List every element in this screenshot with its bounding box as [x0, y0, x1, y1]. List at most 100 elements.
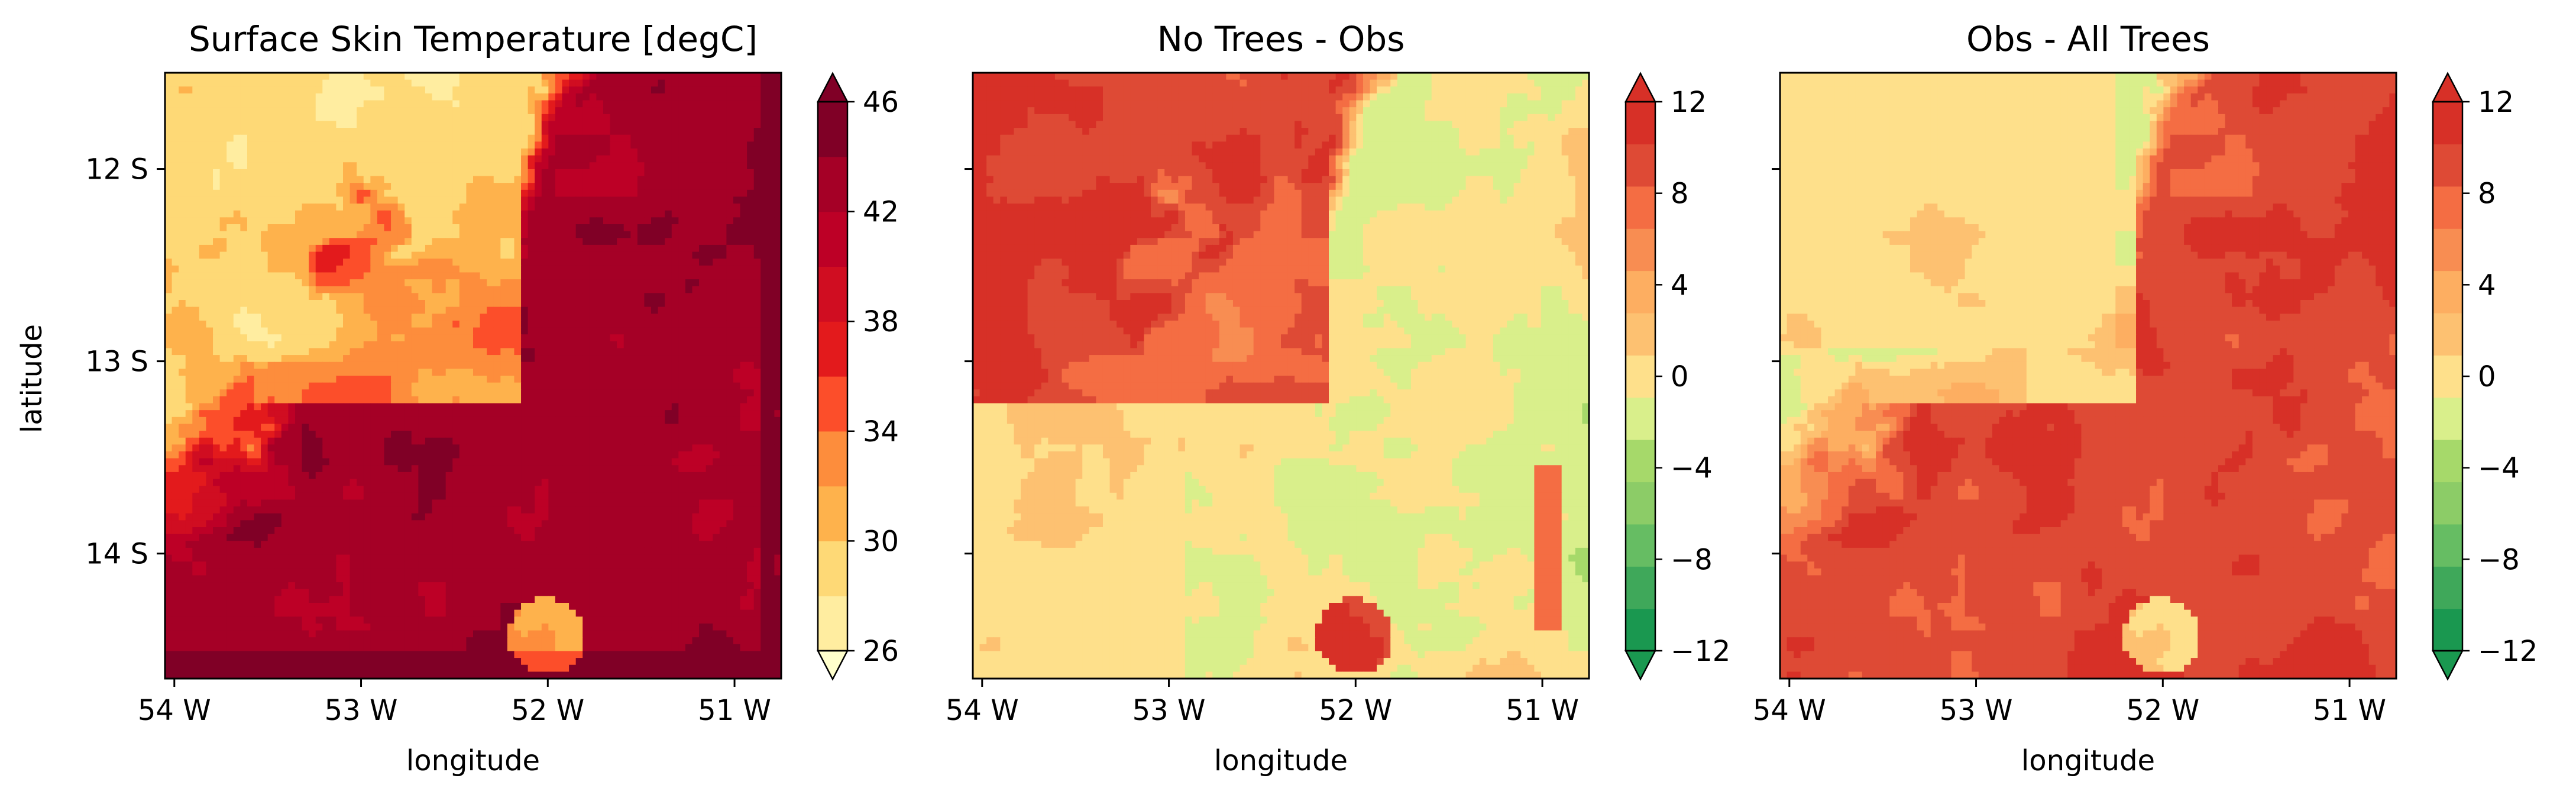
heatmap-cell — [274, 424, 282, 431]
heatmap-cell — [610, 238, 617, 246]
heatmap-cell — [473, 431, 481, 438]
heatmap-cell — [514, 169, 522, 177]
heatmap-cell — [425, 121, 433, 128]
heatmap-cell — [493, 73, 501, 80]
heatmap-cell — [589, 100, 597, 108]
heatmap-cell — [302, 93, 309, 101]
heatmap-cell — [603, 361, 611, 369]
heatmap-cell — [466, 107, 474, 115]
heatmap-cell — [329, 361, 337, 369]
heatmap-cell — [521, 231, 529, 238]
heatmap-cell — [418, 410, 426, 418]
heatmap-cell — [623, 189, 631, 198]
heatmap-cell — [377, 238, 385, 246]
heatmap-cell — [541, 128, 549, 135]
heatmap-cell — [603, 272, 611, 280]
heatmap-cell — [219, 306, 227, 314]
heatmap-cell — [514, 121, 522, 128]
heatmap-cell — [425, 382, 433, 390]
heatmap-cell — [535, 189, 542, 198]
heatmap-cell — [349, 93, 357, 101]
heatmap-cell — [274, 348, 282, 356]
heatmap-cell — [267, 334, 275, 342]
heatmap-cell — [329, 162, 337, 170]
heatmap-cell — [569, 444, 577, 452]
heatmap-cell — [692, 300, 700, 308]
heatmap-cell — [589, 155, 597, 163]
heatmap-cell — [555, 300, 563, 308]
heatmap-cell — [459, 93, 467, 101]
heatmap-cell — [343, 93, 351, 101]
heatmap-cell — [589, 86, 597, 94]
heatmap-cell — [425, 348, 433, 356]
heatmap-cell — [521, 259, 529, 266]
heatmap-cell — [726, 286, 734, 293]
heatmap-cell — [623, 231, 631, 238]
heatmap-cell — [623, 224, 631, 232]
heatmap-cell — [309, 210, 316, 218]
heatmap-cell — [377, 279, 385, 287]
heatmap-cell — [343, 369, 351, 376]
heatmap-cell — [493, 361, 501, 369]
heatmap-cell — [603, 141, 611, 149]
heatmap-cell — [480, 210, 487, 218]
heatmap-cell — [357, 314, 364, 321]
heatmap-cell — [254, 306, 261, 314]
heatmap-cell — [267, 403, 275, 411]
heatmap-cell — [432, 100, 439, 108]
heatmap-cell — [199, 224, 207, 232]
heatmap-cell — [274, 100, 282, 108]
heatmap-cell — [206, 259, 213, 266]
heatmap-cell — [658, 224, 665, 232]
heatmap-cell — [439, 224, 446, 232]
heatmap-cell — [357, 176, 364, 183]
heatmap-cell — [336, 128, 344, 135]
heatmap-cell — [192, 341, 200, 349]
heatmap-cell — [521, 306, 529, 314]
heatmap-cell — [678, 121, 686, 128]
heatmap-cell — [165, 238, 173, 246]
heatmap-cell — [637, 314, 645, 321]
heatmap-cell — [774, 128, 782, 135]
heatmap-cell — [309, 114, 316, 122]
heatmap-cell — [171, 183, 179, 190]
heatmap-cell — [692, 306, 700, 314]
heatmap-cell — [165, 217, 173, 225]
heatmap-cell — [171, 238, 179, 246]
heatmap-cell — [404, 79, 412, 87]
heatmap-cell — [514, 231, 522, 238]
heatmap-cell — [349, 176, 357, 183]
heatmap-cell — [288, 114, 296, 122]
heatmap-cell — [589, 286, 597, 293]
heatmap-cell — [199, 121, 207, 128]
heatmap-cell — [658, 86, 665, 94]
heatmap-cell — [281, 176, 289, 183]
heatmap-cell — [295, 341, 303, 349]
heatmap-cell — [514, 73, 522, 80]
heatmap-cell — [274, 251, 282, 259]
heatmap-cell — [377, 231, 385, 238]
heatmap-cell — [528, 128, 535, 135]
heatmap-cell — [774, 114, 782, 122]
heatmap-cell — [747, 238, 755, 246]
heatmap-cell — [425, 410, 433, 418]
heatmap-cell — [630, 437, 638, 445]
heatmap-cell — [336, 361, 344, 369]
heatmap-cell — [528, 148, 535, 156]
heatmap-cell — [555, 293, 563, 301]
heatmap-cell — [343, 224, 351, 232]
heatmap-cell — [541, 155, 549, 163]
heatmap-cell — [466, 231, 474, 238]
heatmap-cell — [699, 169, 707, 177]
heatmap-cell — [466, 389, 474, 397]
heatmap-cell — [233, 210, 241, 218]
heatmap-cell — [397, 217, 405, 225]
heatmap-cell — [575, 334, 583, 342]
heatmap-cell — [206, 231, 213, 238]
heatmap-cell — [459, 155, 467, 163]
heatmap-cell — [349, 265, 357, 273]
heatmap-cell — [733, 431, 741, 438]
heatmap-cell — [445, 176, 453, 183]
heatmap-cell — [706, 444, 713, 452]
heatmap-cell — [281, 73, 289, 80]
